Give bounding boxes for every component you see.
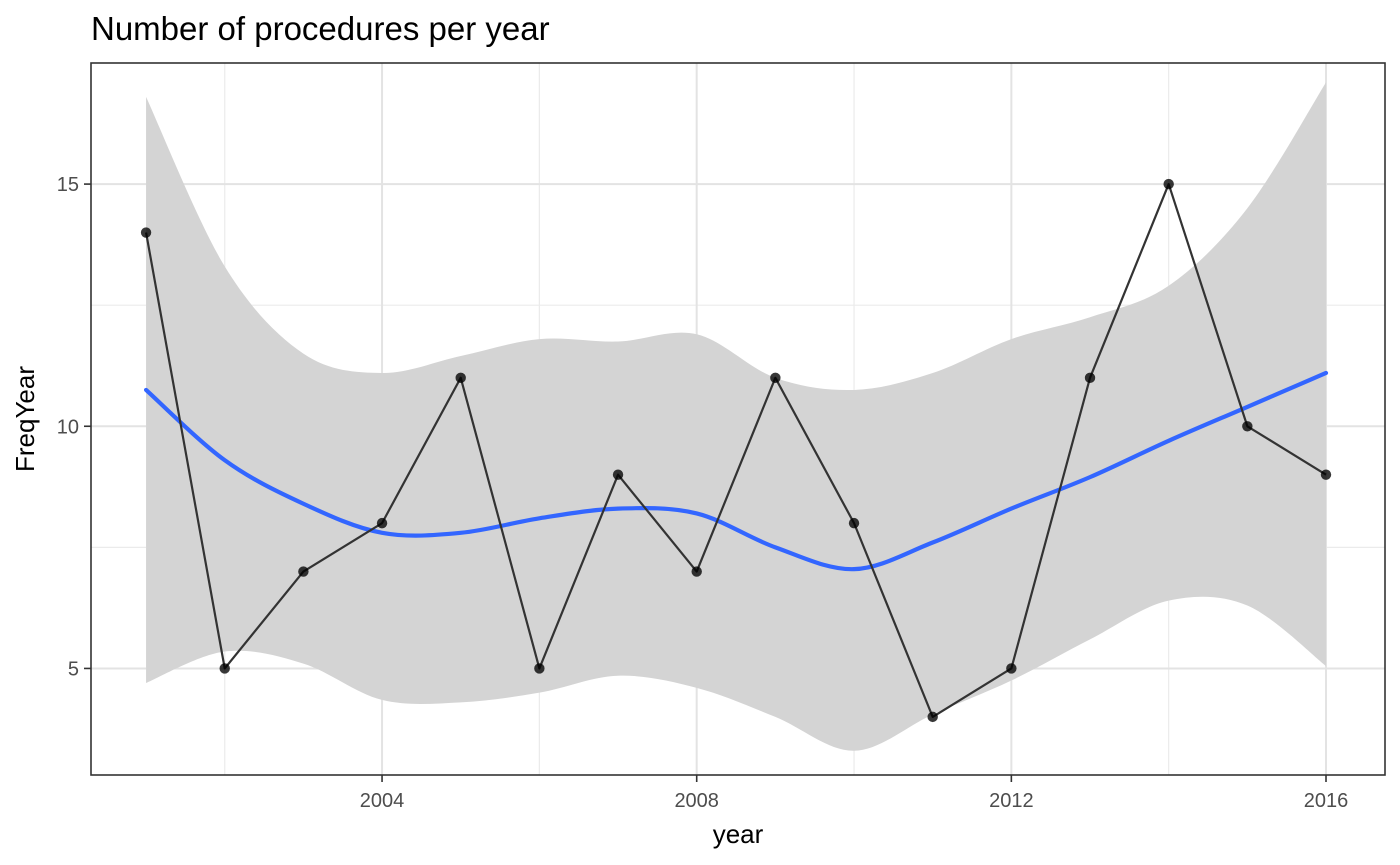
data-point <box>455 372 466 384</box>
x-tick-label: 2004 <box>360 790 405 812</box>
data-point <box>376 517 388 529</box>
x-tick-label: 2008 <box>674 790 719 812</box>
y-tick-label: 10 <box>57 416 79 438</box>
data-point <box>1084 372 1096 384</box>
confidence-band <box>146 82 1327 751</box>
data-point <box>1163 178 1174 190</box>
smooth-fit-line <box>143 370 1329 572</box>
y-axis-title: FreqYear <box>10 366 40 472</box>
confidence-band-area <box>146 82 1327 751</box>
data-series <box>144 182 1327 718</box>
data-point <box>691 566 702 577</box>
panel-border <box>90 62 1386 776</box>
data-point <box>1006 663 1017 674</box>
data-point <box>140 227 152 238</box>
smooth-line <box>143 370 1329 572</box>
data-point <box>298 566 309 577</box>
data-point <box>848 517 860 529</box>
series-line <box>144 182 1327 718</box>
x-tick-label: 2012 <box>989 790 1034 812</box>
x-tick-label: 2016 <box>1304 790 1349 812</box>
data-point <box>219 663 230 674</box>
y-tick-label: 5 <box>68 658 79 680</box>
y-axis-ticks: 5 10 15 <box>57 174 91 680</box>
x-axis-title: year <box>713 819 764 849</box>
data-point <box>927 711 938 723</box>
chart-title: Number of procedures per year <box>91 10 550 47</box>
y-tick-label: 15 <box>57 174 79 196</box>
data-point <box>770 372 781 384</box>
data-point <box>1320 469 1332 480</box>
data-points <box>140 178 1332 723</box>
data-point <box>534 663 545 674</box>
x-axis-ticks: 2004 2008 2012 2016 <box>360 775 1348 812</box>
data-point <box>612 469 624 480</box>
data-point <box>1242 421 1253 432</box>
